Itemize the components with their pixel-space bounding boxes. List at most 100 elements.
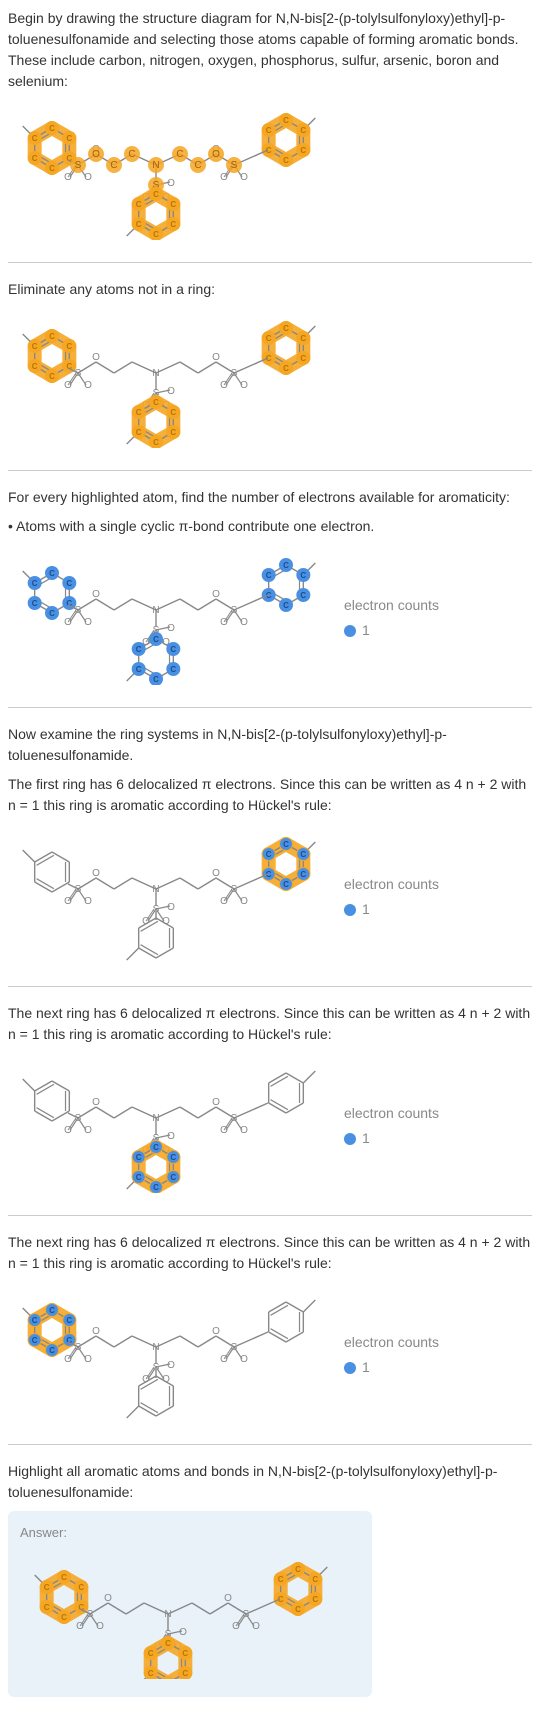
ring1-text: The first ring has 6 delocalized π elect… bbox=[8, 774, 532, 816]
svg-text:C: C bbox=[61, 1573, 67, 1582]
svg-text:C: C bbox=[153, 230, 159, 239]
svg-text:C: C bbox=[170, 220, 176, 229]
svg-text:C: C bbox=[136, 665, 142, 674]
legend-5: electron counts 1 bbox=[344, 1103, 439, 1149]
svg-text:O: O bbox=[240, 896, 248, 907]
svg-text:C: C bbox=[49, 609, 55, 618]
svg-text:C: C bbox=[49, 164, 55, 173]
svg-text:O: O bbox=[64, 617, 72, 628]
svg-text:O: O bbox=[92, 352, 100, 363]
svg-text:O: O bbox=[240, 380, 248, 391]
divider-5 bbox=[8, 1215, 532, 1216]
svg-text:C: C bbox=[170, 645, 176, 654]
svg-text:O: O bbox=[220, 1354, 228, 1365]
svg-text:N: N bbox=[152, 160, 159, 171]
divider-1 bbox=[8, 262, 532, 263]
svg-text:C: C bbox=[78, 1583, 84, 1592]
svg-text:N: N bbox=[164, 1609, 171, 1620]
svg-text:C: C bbox=[300, 354, 306, 363]
svg-text:C: C bbox=[49, 1306, 55, 1315]
svg-text:C: C bbox=[283, 601, 289, 610]
section-ring1: Now examine the ring systems in N,N-bis[… bbox=[8, 724, 532, 970]
legend-3: electron counts 1 bbox=[344, 595, 439, 641]
svg-text:O: O bbox=[167, 1131, 175, 1142]
svg-text:C: C bbox=[283, 324, 289, 333]
section-intro: Begin by drawing the structure diagram f… bbox=[8, 8, 532, 246]
svg-text:C: C bbox=[49, 372, 55, 381]
ring2-text: The next ring has 6 delocalized π electr… bbox=[8, 1003, 532, 1045]
svg-text:C: C bbox=[153, 1183, 159, 1192]
svg-text:C: C bbox=[61, 1613, 67, 1622]
svg-text:C: C bbox=[136, 428, 142, 437]
svg-text:C: C bbox=[170, 1153, 176, 1162]
legend-4: electron counts 1 bbox=[344, 874, 439, 920]
svg-text:C: C bbox=[283, 561, 289, 570]
svg-text:O: O bbox=[232, 1621, 240, 1632]
svg-text:C: C bbox=[182, 1649, 188, 1658]
legend-6: electron counts 1 bbox=[344, 1332, 439, 1378]
svg-text:O: O bbox=[64, 172, 72, 183]
svg-text:C: C bbox=[32, 154, 38, 163]
svg-text:C: C bbox=[66, 342, 72, 351]
svg-text:O: O bbox=[252, 1621, 260, 1632]
svg-text:C: C bbox=[283, 880, 289, 889]
svg-text:C: C bbox=[300, 850, 306, 859]
svg-text:O: O bbox=[212, 149, 220, 160]
electrons-text: For every highlighted atom, find the num… bbox=[8, 487, 532, 508]
divider-6 bbox=[8, 1444, 532, 1445]
svg-text:C: C bbox=[170, 665, 176, 674]
svg-text:C: C bbox=[136, 645, 142, 654]
svg-text:C: C bbox=[266, 126, 272, 135]
answer-label: Answer: bbox=[20, 1523, 360, 1543]
svg-text:O: O bbox=[212, 868, 220, 879]
molecule-diagram-3: CCCCCCCCCCCCSOOONSOOOOSOOCCCCCC bbox=[8, 545, 328, 691]
svg-text:C: C bbox=[66, 134, 72, 143]
svg-text:O: O bbox=[104, 1593, 112, 1604]
svg-text:S: S bbox=[75, 160, 82, 171]
svg-text:C: C bbox=[153, 1143, 159, 1152]
molecule-diagram-answer: CCCCCCCCCCCCSOOONSOOOOSOOCCCCCC bbox=[20, 1549, 360, 1685]
svg-text:C: C bbox=[266, 334, 272, 343]
svg-text:C: C bbox=[32, 1316, 38, 1325]
ring-intro: Now examine the ring systems in N,N-bis[… bbox=[8, 724, 532, 766]
legend-value: 1 bbox=[362, 620, 370, 641]
svg-text:O: O bbox=[64, 896, 72, 907]
svg-text:N: N bbox=[152, 368, 159, 379]
svg-text:C: C bbox=[153, 190, 159, 199]
svg-text:C: C bbox=[148, 1669, 154, 1678]
svg-text:C: C bbox=[44, 1603, 50, 1612]
answer-text: Highlight all aromatic atoms and bonds i… bbox=[8, 1461, 532, 1503]
svg-text:O: O bbox=[179, 1627, 187, 1638]
svg-text:C: C bbox=[170, 200, 176, 209]
svg-text:C: C bbox=[300, 591, 306, 600]
svg-text:O: O bbox=[220, 1125, 228, 1136]
svg-text:C: C bbox=[300, 870, 306, 879]
legend-value: 1 bbox=[362, 899, 370, 920]
svg-text:C: C bbox=[153, 438, 159, 447]
svg-text:C: C bbox=[283, 116, 289, 125]
svg-text:C: C bbox=[194, 160, 201, 171]
svg-text:C: C bbox=[136, 1173, 142, 1182]
svg-text:C: C bbox=[148, 1649, 154, 1658]
legend-value: 1 bbox=[362, 1128, 370, 1149]
svg-text:O: O bbox=[212, 1326, 220, 1337]
svg-text:C: C bbox=[136, 408, 142, 417]
svg-text:C: C bbox=[312, 1575, 318, 1584]
section-electrons: For every highlighted atom, find the num… bbox=[8, 487, 532, 691]
svg-text:O: O bbox=[212, 1097, 220, 1108]
svg-text:O: O bbox=[84, 380, 92, 391]
legend-value: 1 bbox=[362, 1357, 370, 1378]
svg-text:C: C bbox=[49, 332, 55, 341]
divider-2 bbox=[8, 470, 532, 471]
legend-title: electron counts bbox=[344, 1103, 439, 1124]
svg-text:C: C bbox=[49, 124, 55, 133]
svg-text:C: C bbox=[300, 334, 306, 343]
svg-text:C: C bbox=[32, 599, 38, 608]
svg-text:C: C bbox=[49, 1346, 55, 1355]
svg-text:O: O bbox=[240, 617, 248, 628]
section-ring2: The next ring has 6 delocalized π electr… bbox=[8, 1003, 532, 1199]
legend-title: electron counts bbox=[344, 595, 439, 616]
molecule-diagram-5: SOOONSOOOOSOOCCCCCCCCCCCC bbox=[8, 1053, 328, 1199]
svg-text:O: O bbox=[240, 172, 248, 183]
svg-text:O: O bbox=[167, 386, 175, 397]
